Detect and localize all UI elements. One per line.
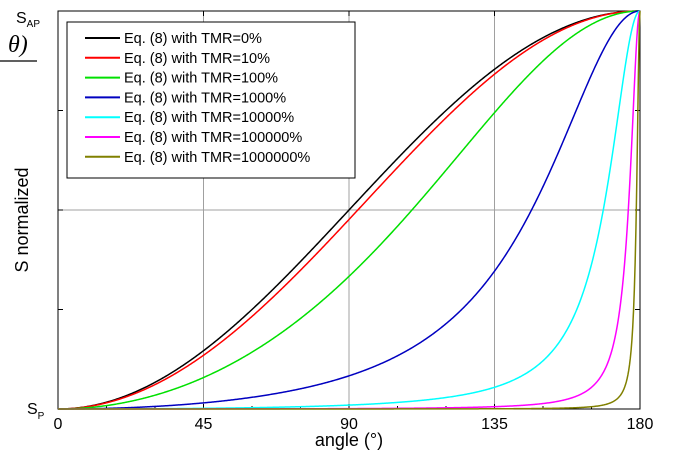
series-line	[58, 10, 640, 410]
y-tick-label-bottom: SP	[27, 401, 45, 422]
legend-entries: Eq. (8) with TMR=0% Eq. (8) with TMR=10% E…	[85, 31, 310, 166]
y-tick-labels: SAP SP	[16, 10, 45, 422]
y-tick-bottom-main: S	[27, 401, 38, 418]
x-tick-labels: 0 45 90 135 180	[54, 416, 654, 433]
series-line	[58, 10, 641, 410]
y-axis-title: S normalized	[12, 167, 32, 272]
fragment-theta-text: θ)	[8, 32, 28, 58]
series-line	[58, 10, 640, 410]
x-tick-label: 45	[195, 416, 213, 433]
x-tick-label: 180	[627, 416, 654, 433]
x-tick-label: 0	[54, 416, 63, 433]
series-lines	[58, 10, 641, 410]
legend-label: Eq. (8) with TMR=10%	[124, 51, 270, 67]
legend-label: Eq. (8) with TMR=100000%	[124, 130, 302, 146]
legend-label: Eq. (8) with TMR=1000000%	[124, 150, 310, 166]
legend-label: Eq. (8) with TMR=1000%	[124, 90, 286, 106]
legend: Eq. (8) with TMR=0% Eq. (8) with TMR=10% E…	[66, 21, 356, 179]
legend-label: Eq. (8) with TMR=0%	[124, 31, 262, 47]
legend-label: Eq. (8) with TMR=10000%	[124, 110, 294, 126]
y-tick-label-top: SAP	[16, 10, 40, 30]
y-tick-top-main: S	[16, 10, 27, 27]
legend-box	[66, 21, 356, 179]
y-tick-top-sub: AP	[27, 19, 41, 30]
series-line	[58, 10, 641, 410]
y-tick-bottom-sub: P	[38, 411, 45, 422]
legend-label: Eq. (8) with TMR=100%	[124, 71, 278, 87]
x-tick-label: 90	[340, 416, 358, 433]
x-axis-title: angle (°)	[315, 430, 383, 450]
series-line	[58, 10, 640, 410]
x-tick-label: 135	[481, 416, 508, 433]
page-fragment: θ) .	[0, 32, 65, 115]
